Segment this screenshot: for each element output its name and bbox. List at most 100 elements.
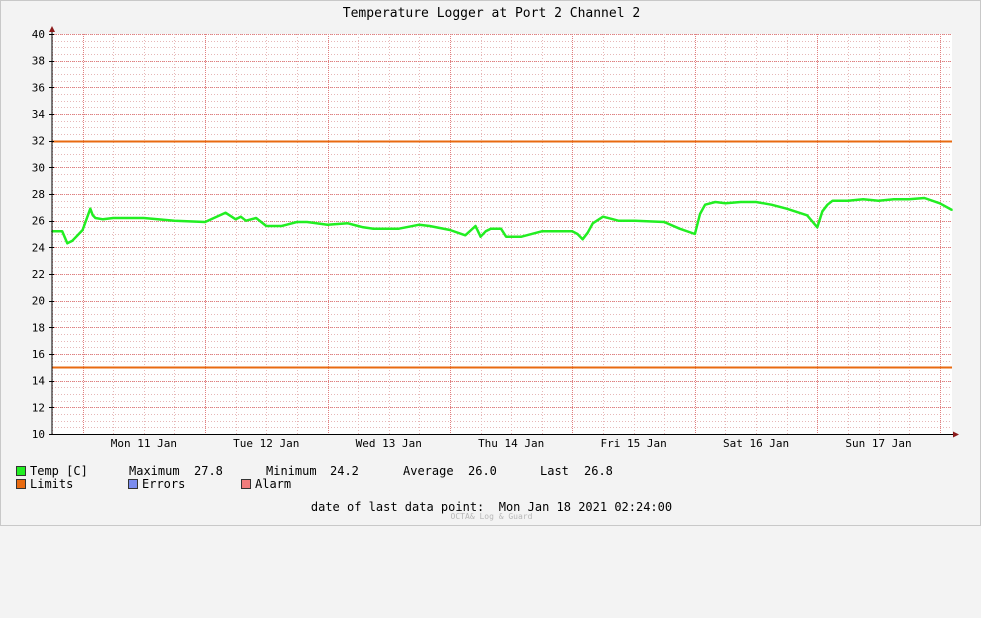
data-point bbox=[484, 230, 487, 233]
data-point bbox=[306, 221, 308, 223]
data-point bbox=[540, 230, 543, 233]
data-point bbox=[285, 223, 288, 226]
minimum-value: 24.2 bbox=[330, 464, 359, 478]
errors-swatch bbox=[128, 479, 138, 489]
data-point bbox=[602, 215, 604, 218]
grid-lines bbox=[52, 34, 952, 435]
data-point bbox=[296, 221, 298, 223]
data-point bbox=[489, 227, 492, 230]
last-data-point-value: Mon Jan 18 2021 02:24:00 bbox=[498, 500, 673, 514]
data-point bbox=[326, 223, 329, 226]
series-line-temp bbox=[52, 196, 953, 245]
data-point bbox=[362, 226, 365, 229]
maximum-label: Maximum bbox=[129, 464, 180, 478]
y-tick-label: 10 bbox=[32, 428, 45, 441]
alarm-swatch bbox=[241, 479, 251, 489]
data-point bbox=[428, 225, 431, 227]
y-axis-arrow bbox=[49, 26, 55, 32]
y-tick-label: 22 bbox=[32, 268, 45, 281]
data-point bbox=[806, 214, 808, 217]
y-tick-label: 36 bbox=[32, 81, 45, 94]
last-data-point-label: date of last data point: bbox=[310, 500, 485, 514]
legend-temp-label: Temp [C] bbox=[30, 464, 88, 478]
legend-temp: Temp [C] bbox=[16, 464, 88, 478]
average-label: Average bbox=[403, 464, 454, 478]
last-value: 26.8 bbox=[584, 464, 613, 478]
data-point bbox=[951, 209, 953, 211]
legend-limits-label: Limits bbox=[30, 477, 74, 491]
data-point bbox=[357, 225, 359, 227]
data-point bbox=[847, 199, 849, 202]
data-point bbox=[173, 219, 176, 222]
legend-alarm: Alarm bbox=[241, 477, 291, 491]
data-point bbox=[816, 226, 819, 229]
limit-lines bbox=[52, 140, 952, 369]
temperature-chart: 10 12 14 16 18 20 22 24 26 28 30 32 34 36 38 40 Mon 11 … bbox=[32, 26, 959, 450]
data-point bbox=[464, 234, 467, 237]
data-point bbox=[571, 230, 574, 233]
data-point bbox=[89, 207, 92, 210]
data-point bbox=[586, 231, 589, 234]
axes bbox=[49, 26, 959, 438]
data-point bbox=[699, 213, 701, 215]
y-tick-label: 18 bbox=[32, 321, 45, 334]
data-point bbox=[862, 198, 865, 201]
data-point bbox=[770, 203, 773, 206]
data-point bbox=[91, 214, 94, 217]
data-point bbox=[142, 217, 145, 219]
y-tick-label: 32 bbox=[32, 135, 45, 148]
y-axis-labels: 10 12 14 16 18 20 22 24 26 28 30 32 34 36 38 40 bbox=[32, 28, 46, 441]
y-tick-label: 30 bbox=[32, 161, 45, 174]
chart-window: Temperature Logger at Port 2 Channel 2 1… bbox=[0, 0, 981, 526]
y-tick-label: 12 bbox=[32, 401, 45, 414]
data-point bbox=[831, 199, 834, 202]
y-tick-label: 38 bbox=[32, 55, 45, 68]
data-point bbox=[71, 239, 74, 242]
x-axis-labels: Mon 11 Jan Tue 12 Jan Wed 13 Jan Thu 14 Jan… bbox=[111, 437, 912, 450]
data-point bbox=[500, 227, 502, 230]
data-point bbox=[755, 201, 757, 203]
y-tick-label: 40 bbox=[32, 28, 45, 41]
y-tick-label: 28 bbox=[32, 188, 45, 201]
data-point bbox=[739, 201, 742, 203]
x-tick-label: Sat 16 Jan bbox=[723, 437, 789, 450]
data-point bbox=[520, 235, 523, 238]
data-point bbox=[102, 218, 104, 221]
data-point bbox=[280, 225, 283, 227]
x-tick-label: Sun 17 Jan bbox=[845, 437, 911, 450]
data-point bbox=[449, 229, 451, 231]
data-point bbox=[704, 203, 706, 206]
y-tick-label: 14 bbox=[32, 375, 46, 388]
data-point bbox=[398, 227, 400, 230]
data-point bbox=[785, 207, 788, 210]
minimum-label: Minimum bbox=[266, 464, 317, 478]
data-point bbox=[224, 211, 227, 214]
temp-swatch bbox=[16, 466, 26, 476]
data-point bbox=[612, 218, 615, 221]
last-data-point: date of last data point: Mon Jan 18 2021… bbox=[1, 500, 981, 514]
data-point bbox=[265, 225, 268, 227]
x-tick-label: Mon 11 Jan bbox=[111, 437, 177, 450]
data-point bbox=[892, 198, 895, 201]
data-point bbox=[826, 203, 829, 206]
data-point bbox=[61, 230, 64, 233]
data-point bbox=[234, 218, 237, 221]
legend-alarm-label: Alarm bbox=[255, 477, 292, 491]
y-tick-label: 20 bbox=[32, 295, 45, 308]
data-point bbox=[617, 219, 620, 222]
y-tick-label: 26 bbox=[32, 215, 45, 228]
data-point bbox=[724, 202, 727, 205]
data-point bbox=[204, 221, 207, 223]
data-point bbox=[275, 225, 278, 227]
data-point bbox=[591, 222, 594, 225]
data-point bbox=[112, 217, 115, 219]
watermark: OCTA& Log & Guard bbox=[450, 512, 533, 521]
x-tick-label: Fri 15 Jan bbox=[601, 437, 667, 450]
legend-limits: Limits bbox=[16, 477, 73, 491]
data-point bbox=[938, 202, 941, 205]
data-point bbox=[581, 238, 584, 241]
legend-row-1: Temp [C] Maximum 27.8 Minimum 24.2 Avera… bbox=[16, 464, 976, 478]
legend-row-2: Limits Errors Alarm bbox=[16, 477, 976, 491]
legend-errors: Errors bbox=[128, 477, 185, 491]
limits-swatch bbox=[16, 479, 26, 489]
